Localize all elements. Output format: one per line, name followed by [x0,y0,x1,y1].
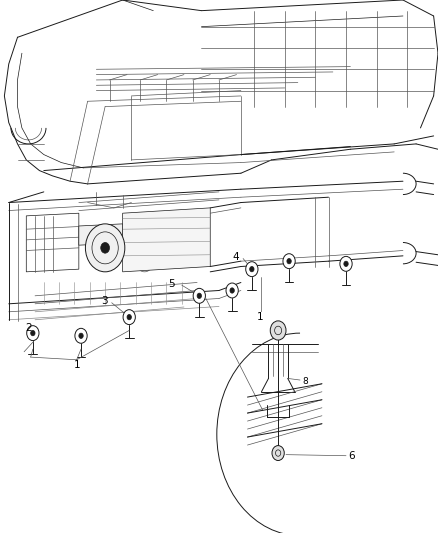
Circle shape [344,261,348,266]
Circle shape [123,310,135,325]
Circle shape [246,262,258,277]
Polygon shape [123,208,210,272]
Text: 8: 8 [302,377,308,385]
Polygon shape [79,224,123,245]
Circle shape [85,224,125,272]
Text: 1: 1 [73,360,80,370]
Text: 3: 3 [101,296,107,306]
Circle shape [127,314,131,320]
Text: 1: 1 [257,312,264,322]
Circle shape [230,288,234,293]
Circle shape [31,330,35,336]
Circle shape [270,321,286,340]
Text: 2: 2 [25,323,32,333]
Text: 6: 6 [348,451,355,461]
Circle shape [250,266,254,272]
Circle shape [272,446,284,461]
Circle shape [340,256,352,271]
Circle shape [27,326,39,341]
Circle shape [283,254,295,269]
Circle shape [79,333,83,338]
Circle shape [197,293,201,298]
Circle shape [101,243,110,253]
Text: 5: 5 [169,279,175,288]
Circle shape [226,283,238,298]
Circle shape [75,328,87,343]
Circle shape [287,259,291,264]
Circle shape [193,288,205,303]
Text: 4: 4 [232,253,239,262]
